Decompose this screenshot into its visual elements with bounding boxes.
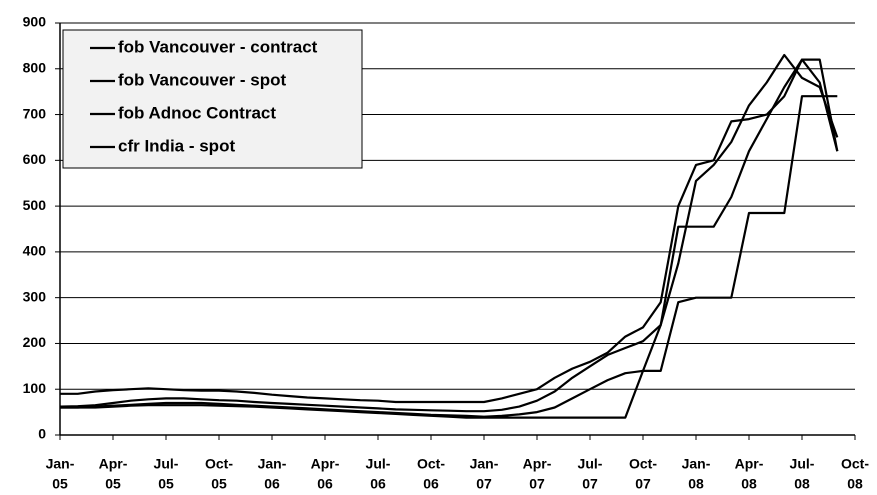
x-tick-label: Oct- [417,456,445,472]
x-tick-label: Oct- [841,456,869,472]
x-tick-label: 06 [264,476,280,492]
x-tick-label: 05 [105,476,121,492]
x-tick-label: 08 [688,476,704,492]
x-tick-label: Jul- [366,456,391,472]
y-tick-label: 400 [23,243,47,259]
x-tick-label: Jan- [258,456,287,472]
x-tick-label: Apr- [99,456,128,472]
y-tick-label: 500 [23,197,47,213]
x-tick-label: 05 [52,476,68,492]
series-line [60,95,838,419]
y-tick-label: 200 [23,334,47,350]
legend-label: cfr India - spot [118,136,235,155]
legend-label: fob Vancouver - spot [118,70,286,89]
x-tick-label: 06 [370,476,386,492]
x-tick-label: Jul- [578,456,603,472]
x-tick-label: Jul- [154,456,179,472]
y-tick-label: 0 [38,426,46,442]
x-tick-label: 08 [741,476,757,492]
x-tick-label: Apr- [523,456,552,472]
legend-box [62,29,363,169]
x-tick-label: 07 [635,476,651,492]
x-tick-label: Jul- [790,456,815,472]
x-tick-label: 08 [794,476,810,492]
y-tick-label: 600 [23,151,47,167]
y-tick-label: 700 [23,105,47,121]
y-tick-label: 100 [23,380,47,396]
legend-label: fob Adnoc Contract [118,103,276,122]
x-tick-label: Oct- [629,456,657,472]
y-tick-label: 900 [23,14,47,30]
series-line [60,58,839,418]
x-tick-label: Apr- [735,456,764,472]
x-tick-label: 07 [476,476,492,492]
series-line [59,53,839,413]
x-tick-label: 07 [582,476,598,492]
series-line [60,58,839,404]
x-tick-label: 06 [423,476,439,492]
x-tick-label: 05 [158,476,174,492]
y-tick-label: 300 [23,288,47,304]
x-tick-label: 08 [847,476,863,492]
legend: fob Vancouver - contract fob Vancouver - … [62,29,363,169]
x-tick-label: 05 [211,476,227,492]
x-tick-label: Oct- [205,456,233,472]
x-tick-label: Jan- [46,456,75,472]
x-tick-label: Apr- [311,456,340,472]
y-tick-label: 800 [23,59,47,75]
x-tick-label: Jan- [470,456,499,472]
legend-label: fob Vancouver - contract [118,37,318,56]
x-tick-label: 07 [529,476,545,492]
x-tick-label: Jan- [682,456,711,472]
x-tick-label: 06 [317,476,333,492]
